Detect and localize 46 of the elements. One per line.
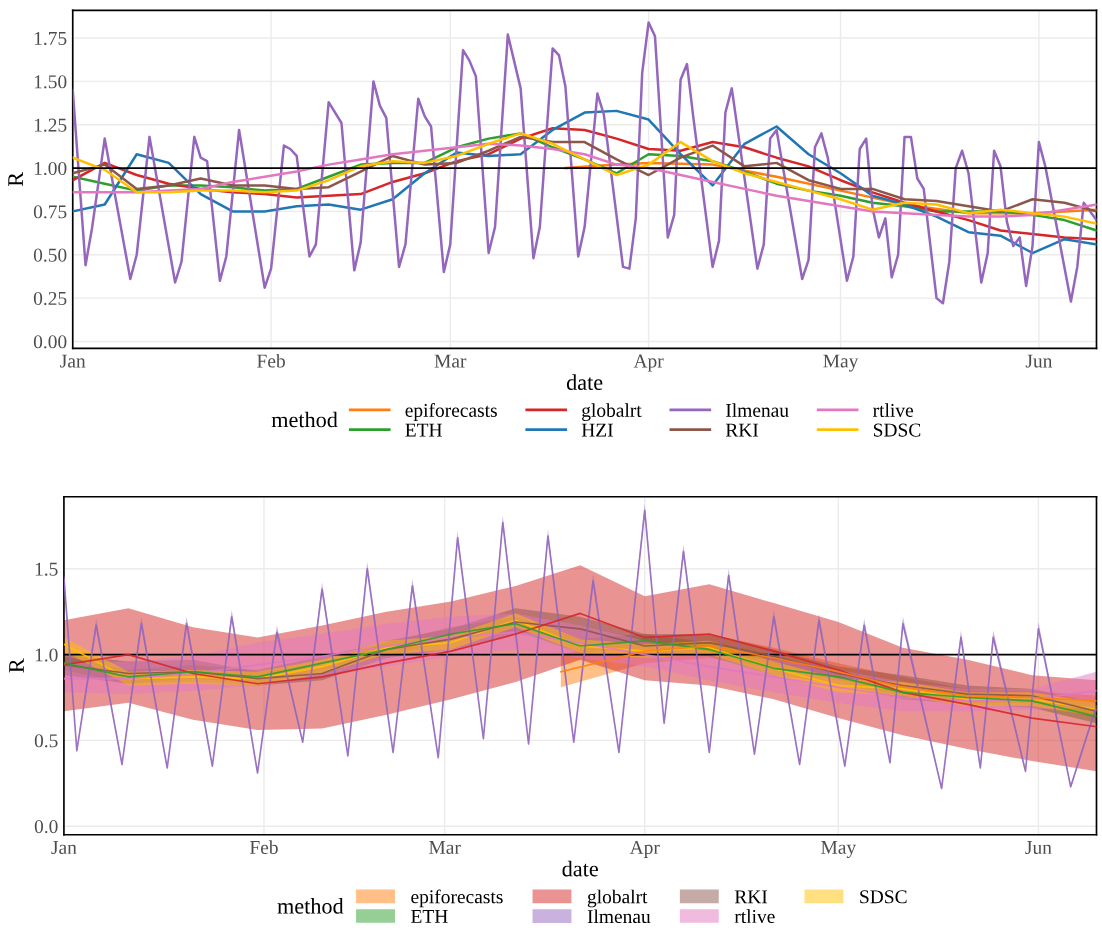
x-tick-label: Jun [1025,841,1052,855]
y-tick-label: 1.75 [34,31,67,46]
x-tick-label: Feb [249,840,278,855]
legend-label: RKI [725,423,759,437]
x-tick-label: Jan [60,354,86,368]
y-tick-label: 0.25 [33,291,67,306]
legend-label: Ilmenau [587,909,651,924]
legend-label: ETH [405,423,442,437]
legend-label: Ilmenau [726,403,789,417]
legend-label: RKI [734,890,768,904]
y-axis-title: R [9,658,24,673]
legend-label: epiforecasts [411,889,503,908]
x-tick-label: Mar [429,841,461,855]
legend-label: HZI [581,423,613,437]
legend-label: epiforecasts [405,403,497,421]
legend-label: SDSC [860,890,907,904]
y-tick-label: 0.0 [34,820,58,834]
x-tick-label: Apr [633,354,664,372]
y-axis-title: R [8,171,23,187]
line-series [560,645,1097,702]
legend-label: ETH [411,910,448,923]
y-tick-label: 1.50 [34,75,67,89]
y-tick-label: 1.0 [35,648,58,662]
x-tick-label: May [823,354,859,372]
legend-title: method [271,411,338,428]
y-tick-label: 1.5 [35,562,58,576]
y-tick-label: 0.5 [34,734,58,748]
x-axis-title: date [562,860,598,877]
y-tick-label: 1.25 [34,118,67,132]
legend-label: rtlive [873,403,913,417]
x-tick-label: Feb [257,353,285,368]
legend-label: SDSC [873,423,921,437]
y-tick-label: 1.00 [34,161,67,176]
x-axis-title: date [566,374,603,390]
x-tick-label: May [821,841,857,858]
legend-label: globalrt [587,889,648,908]
x-tick-label: Jan [51,841,77,855]
x-tick-label: Jun [1025,354,1053,368]
legend-label: rtlive [734,909,775,924]
y-tick-label: 0.00 [33,335,67,349]
x-tick-label: Apr [629,840,660,858]
y-tick-label: 0.50 [33,248,67,262]
legend-title: method [277,898,344,914]
x-tick-label: Mar [434,354,467,368]
legend-label: globalrt [582,403,642,421]
y-tick-label: 0.75 [33,205,67,219]
